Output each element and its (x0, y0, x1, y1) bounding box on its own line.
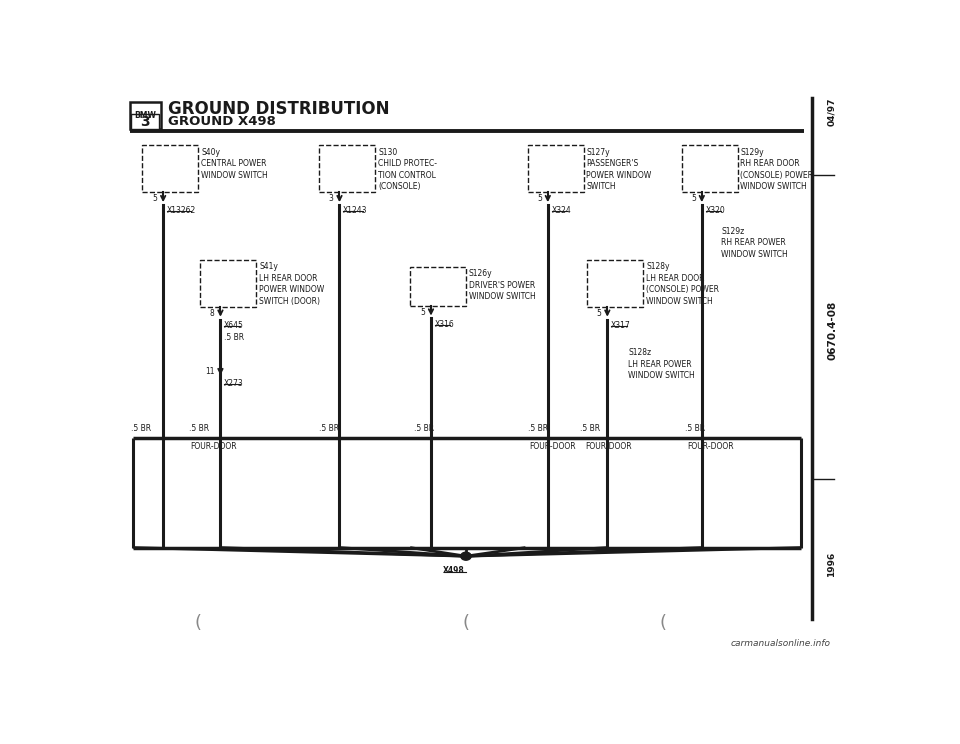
Text: S128z
LH REAR POWER
WINDOW SWITCH: S128z LH REAR POWER WINDOW SWITCH (628, 348, 695, 380)
Text: 5: 5 (420, 307, 425, 317)
Text: carmanualsonline.info: carmanualsonline.info (730, 639, 830, 648)
Bar (132, 115, 159, 129)
Text: S40y
CENTRAL POWER
WINDOW SWITCH: S40y CENTRAL POWER WINDOW SWITCH (201, 148, 268, 179)
Bar (588, 260, 643, 307)
Text: .5 BR: .5 BR (320, 424, 340, 433)
Text: X1243: X1243 (344, 206, 368, 215)
Text: FOUR-DOOR: FOUR-DOOR (191, 442, 237, 452)
Text: 5: 5 (537, 194, 541, 203)
Text: 5: 5 (153, 194, 157, 203)
Text: .5 BR: .5 BR (414, 424, 434, 433)
Bar (682, 145, 737, 193)
Text: (: ( (195, 615, 202, 632)
Bar (528, 145, 584, 193)
Text: X498: X498 (444, 566, 465, 576)
Text: 0670.4-08: 0670.4-08 (827, 301, 837, 359)
Bar (201, 260, 256, 307)
Text: 04/97: 04/97 (828, 98, 836, 126)
Text: X320: X320 (706, 206, 725, 215)
Text: S130
CHILD PROTEC-
TION CONTROL
(CONSOLE): S130 CHILD PROTEC- TION CONTROL (CONSOLE… (378, 148, 437, 191)
Text: 3: 3 (328, 194, 333, 203)
Text: S126y
DRIVER'S POWER
WINDOW SWITCH: S126y DRIVER'S POWER WINDOW SWITCH (468, 269, 536, 301)
Bar (410, 267, 466, 306)
Text: X273: X273 (225, 379, 244, 388)
Text: S128y
LH REAR DOOR
(CONSOLE) POWER
WINDOW SWITCH: S128y LH REAR DOOR (CONSOLE) POWER WINDO… (646, 263, 719, 306)
Text: .5 BR: .5 BR (580, 424, 600, 433)
Text: 8: 8 (209, 309, 214, 318)
Text: (: ( (463, 615, 469, 632)
Bar (130, 102, 161, 129)
Text: X645: X645 (225, 321, 244, 330)
Text: .5 BR: .5 BR (189, 424, 209, 433)
Text: S129z
RH REAR POWER
WINDOW SWITCH: S129z RH REAR POWER WINDOW SWITCH (721, 227, 788, 259)
Text: .5 BR: .5 BR (132, 424, 152, 433)
Text: 5: 5 (691, 194, 696, 203)
Text: S129y
RH REAR DOOR
(CONSOLE) POWER
WINDOW SWITCH: S129y RH REAR DOOR (CONSOLE) POWER WINDO… (740, 148, 813, 191)
Text: FOUR-DOOR: FOUR-DOOR (687, 442, 733, 452)
Text: X324: X324 (551, 206, 571, 215)
Bar (142, 145, 198, 193)
Circle shape (461, 552, 471, 560)
Text: GROUND X498: GROUND X498 (168, 115, 276, 129)
Text: S41y
LH REAR DOOR
POWER WINDOW
SWITCH (DOOR): S41y LH REAR DOOR POWER WINDOW SWITCH (D… (259, 263, 324, 306)
Text: FOUR-DOOR: FOUR-DOOR (529, 442, 576, 452)
Text: 5: 5 (596, 309, 601, 318)
Bar (320, 145, 375, 193)
Text: BMW: BMW (134, 111, 156, 120)
Text: (: ( (660, 615, 666, 632)
Text: X316: X316 (435, 320, 454, 329)
Text: 3: 3 (140, 115, 150, 129)
Text: X317: X317 (611, 321, 631, 330)
Text: .5 BR: .5 BR (685, 424, 706, 433)
Text: 1996: 1996 (828, 552, 836, 577)
Text: 11: 11 (205, 368, 214, 376)
Text: GROUND DISTRIBUTION: GROUND DISTRIBUTION (168, 100, 390, 118)
Text: FOUR-DOOR: FOUR-DOOR (585, 442, 632, 452)
Text: .5 BR: .5 BR (528, 424, 548, 433)
Text: S127y
PASSENGER'S
POWER WINDOW
SWITCH: S127y PASSENGER'S POWER WINDOW SWITCH (587, 148, 652, 191)
Text: X13262: X13262 (167, 206, 196, 215)
Text: .5 BR: .5 BR (225, 333, 244, 341)
